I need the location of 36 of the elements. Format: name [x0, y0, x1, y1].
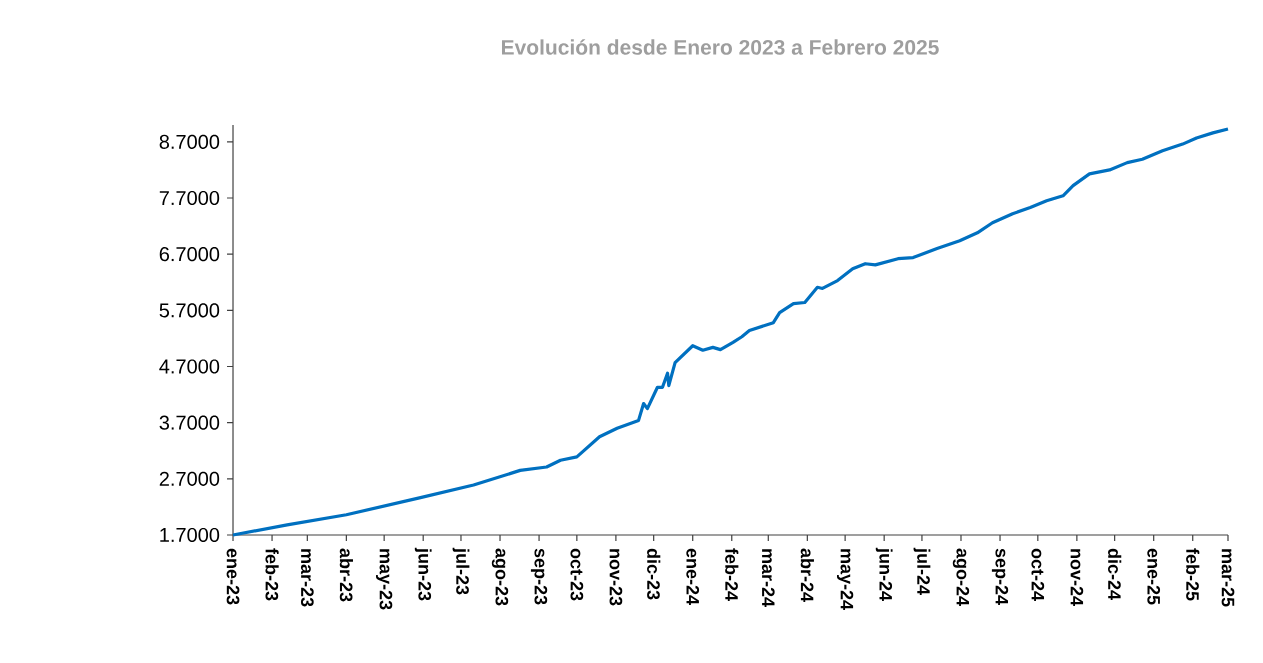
- x-tick-label: sep-23: [530, 548, 548, 605]
- x-tick-label: jul-23: [452, 547, 470, 595]
- x-tick-label: jul-24: [913, 547, 931, 595]
- x-tick-label: ago-23: [491, 548, 509, 606]
- x-tick-label: ene-24: [686, 548, 700, 605]
- x-tick-label: sep-24: [991, 548, 1009, 605]
- y-tick-label: 3.7000: [159, 415, 220, 430]
- x-tick-label: jun-24: [875, 547, 893, 601]
- x-tick-label: dic-23: [647, 548, 661, 600]
- chart-title: Evolución desde Enero 2023 a Febrero 2025: [501, 39, 939, 55]
- x-tick-label: ago-24: [952, 548, 970, 606]
- x-tick-label: may-24: [836, 549, 854, 610]
- x-tick-label: abr-23: [339, 548, 353, 602]
- x-tick-label: feb-25: [1186, 548, 1200, 601]
- y-tick-label: 5.7000: [159, 303, 220, 318]
- x-tick-label: mar-24: [761, 549, 775, 607]
- x-tick-label: abr-24: [800, 548, 814, 602]
- x-tick-label: oct-23: [570, 548, 584, 601]
- x-tick-label: nov-24: [1070, 549, 1084, 606]
- y-tick-label: 8.7000: [159, 134, 220, 149]
- x-tick-label: feb-23: [265, 548, 279, 601]
- x-tick-label: ene-25: [1147, 548, 1161, 605]
- x-tick-label: dic-24: [1108, 548, 1122, 600]
- x-tick-label: mar-23: [300, 549, 314, 607]
- x-tick-label: feb-24: [725, 548, 739, 601]
- y-tick-label: 6.7000: [159, 247, 220, 262]
- y-tick-label: 4.7000: [159, 359, 220, 374]
- x-tick-label: oct-24: [1031, 548, 1045, 601]
- x-tick-label: mar-25: [1221, 549, 1235, 607]
- x-tick-label: nov-23: [609, 549, 623, 606]
- y-tick-label: 1.7000: [160, 527, 220, 543]
- x-tick-label: jun-23: [414, 547, 432, 601]
- x-tick-label: may-23: [376, 549, 393, 610]
- y-tick-label: 7.7000: [159, 190, 220, 206]
- x-tick-label: ene-23: [226, 548, 240, 605]
- y-tick-label: 2.7000: [159, 471, 220, 486]
